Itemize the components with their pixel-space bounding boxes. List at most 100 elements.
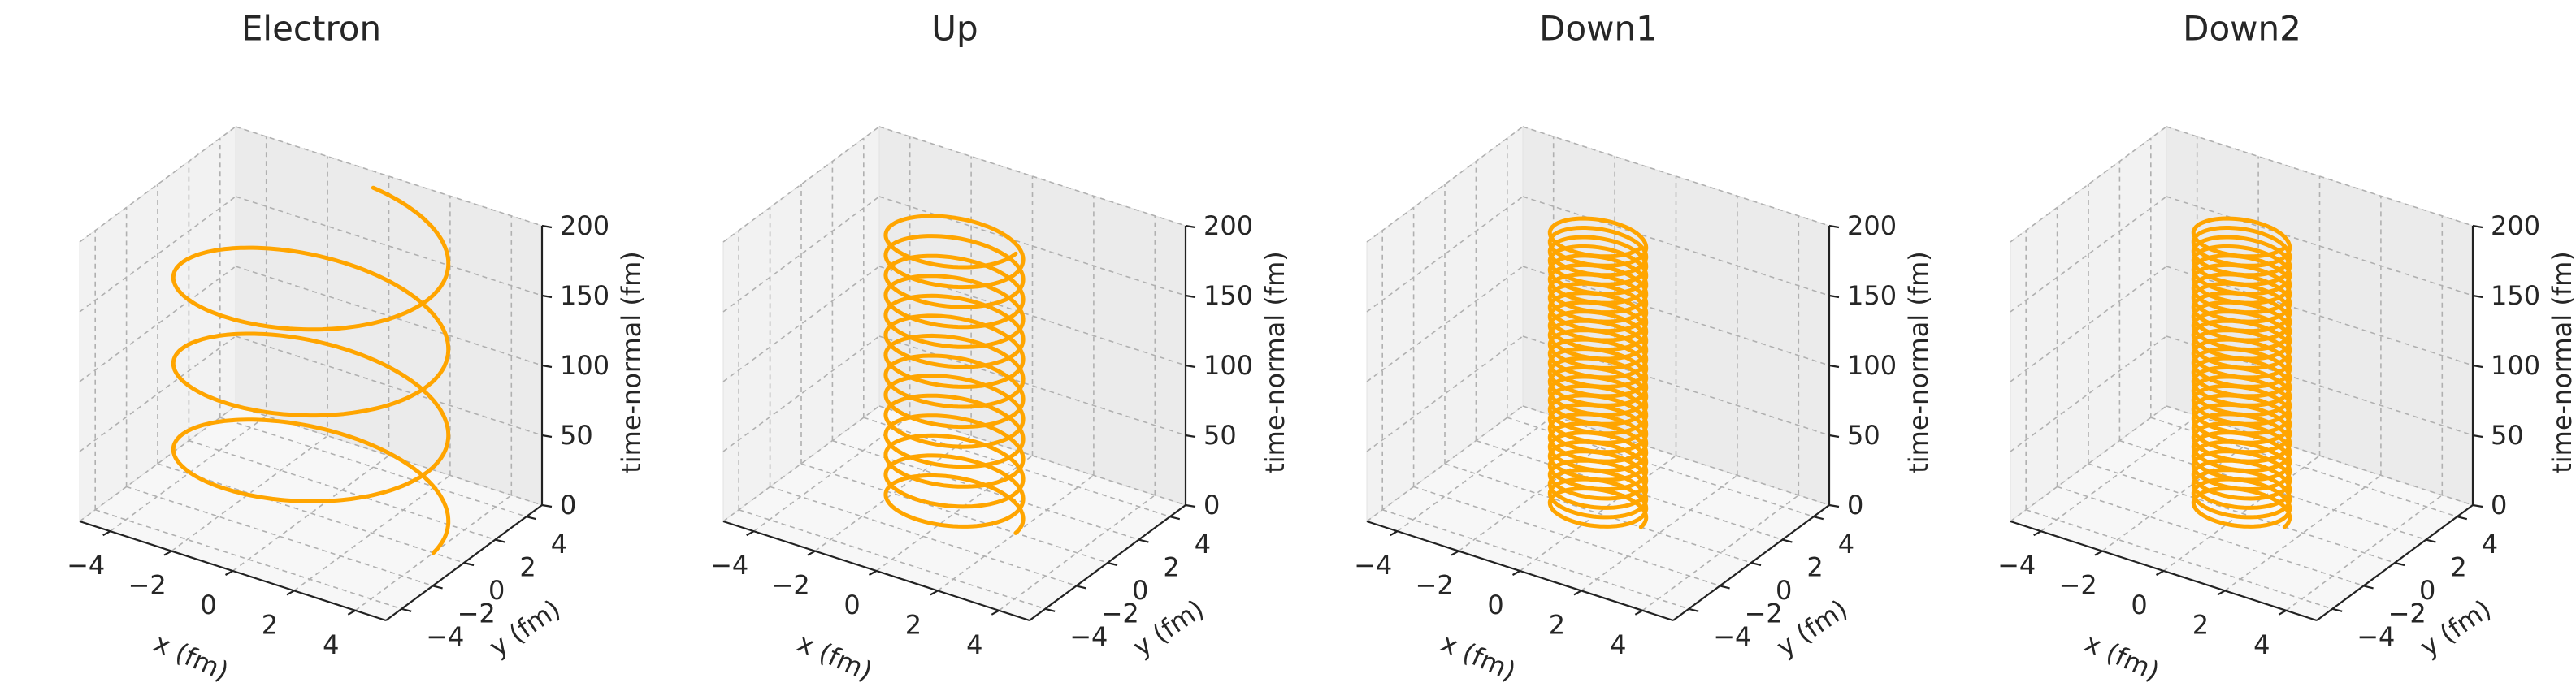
- gridline-y-floor: [94, 509, 402, 610]
- y-tick-label: −2: [458, 598, 496, 629]
- x-tick-mark: [2278, 609, 2287, 616]
- y-tick-label: −4: [1069, 621, 1108, 652]
- gridline-x-floor: [1641, 495, 1799, 611]
- z-tick-label: 50: [2491, 420, 2524, 451]
- z-tick-mark: [1828, 434, 1840, 439]
- y-tick-mark: [2331, 607, 2343, 612]
- x-tick-mark: [746, 530, 755, 537]
- gridline-x-floor: [1581, 474, 1738, 592]
- x-tick-label: −4: [710, 550, 748, 581]
- z-tick-label: 100: [1203, 350, 1253, 381]
- y-tick-label: 4: [1195, 529, 1211, 560]
- y-tick-mark: [1138, 538, 1149, 543]
- z-tick-label: 150: [2491, 280, 2540, 311]
- x-tick-label: 0: [2131, 590, 2147, 620]
- gridline-z-left: [1366, 335, 1524, 452]
- gridline-x-floor: [2224, 474, 2382, 592]
- z-tick-label: 0: [1847, 490, 1863, 521]
- z-tick-mark: [1828, 364, 1840, 369]
- y-tick-mark: [1688, 607, 1699, 612]
- y-tick-mark: [1750, 561, 1762, 567]
- gridline-x-floor: [2040, 415, 2198, 532]
- z-tick-mark: [2472, 224, 2483, 229]
- z-tick-label: 200: [2491, 210, 2540, 241]
- gridline-x-floor: [110, 415, 267, 532]
- z-tick-mark: [541, 294, 553, 299]
- y-tick-mark: [1813, 516, 1824, 521]
- gridline-x-floor: [1458, 434, 1615, 552]
- gridline-z-back: [235, 335, 543, 436]
- y-tick-mark: [2363, 585, 2374, 590]
- z-tick-mark: [1185, 224, 1196, 229]
- gridline-z-left: [1366, 266, 1524, 382]
- gridline-z-back: [2166, 196, 2474, 296]
- x-tick-label: 0: [843, 590, 860, 620]
- x-axis-label: x (fm): [1436, 627, 1520, 687]
- x-tick-label: −2: [2059, 570, 2097, 601]
- x-tick-label: −4: [1354, 550, 1392, 581]
- gridline-y-floor: [157, 463, 465, 564]
- x-tick-label: 2: [262, 609, 278, 640]
- y-tick-mark: [1044, 607, 1056, 612]
- x-tick-mark: [2155, 570, 2165, 576]
- gridline-y-floor: [2150, 417, 2458, 517]
- gridline-z-back: [878, 126, 1186, 227]
- z-tick-mark: [541, 434, 553, 439]
- z-tick-mark: [1828, 294, 1840, 299]
- gridline-y-floor: [1413, 486, 1720, 587]
- gridline-z-back: [878, 335, 1186, 436]
- gridline-y-floor: [219, 417, 527, 517]
- y-tick-label: 0: [2419, 575, 2435, 606]
- gridline-y-floor: [738, 509, 1046, 610]
- y-tick-label: 2: [519, 552, 536, 583]
- gridline-z-left: [722, 126, 880, 243]
- z-tick-mark: [541, 224, 553, 229]
- z-axis-label: time-normal (fm): [1260, 251, 1290, 473]
- gridline-x-floor: [2285, 495, 2443, 611]
- x-axis-label: x (fm): [149, 627, 233, 687]
- z-tick-mark: [1828, 224, 1840, 229]
- y-tick-label: 4: [1838, 529, 1854, 560]
- y-tick-label: 4: [2482, 529, 2498, 560]
- x-tick-mark: [163, 550, 172, 556]
- chart-title: Down2: [2183, 9, 2301, 49]
- y-tick-label: −4: [426, 621, 464, 652]
- x-tick-mark: [807, 550, 816, 556]
- gridline-y-floor: [1507, 417, 1815, 517]
- y-tick-mark: [2394, 561, 2405, 567]
- y-tick-mark: [463, 561, 475, 567]
- y-tick-mark: [432, 585, 443, 590]
- x-tick-label: 4: [1610, 629, 1626, 660]
- x-axis-label: x (fm): [792, 627, 877, 687]
- gridline-z-back: [2166, 126, 2474, 227]
- x-tick-label: −4: [67, 550, 105, 581]
- gridline-y-floor: [1444, 463, 1752, 564]
- chart-title: Down1: [1539, 9, 1658, 49]
- chart-title: Up: [931, 9, 978, 49]
- x-tick-label: −4: [1997, 550, 2036, 581]
- gridline-z-left: [722, 335, 880, 452]
- y-tick-label: −2: [1101, 598, 1139, 629]
- y-tick-mark: [1169, 516, 1181, 521]
- z-tick-mark: [541, 364, 553, 369]
- gridline-z-left: [79, 196, 236, 313]
- gridline-z-left: [2010, 126, 2167, 243]
- y-tick-mark: [1076, 585, 1086, 590]
- gridline-z-left: [79, 126, 236, 243]
- x-tick-mark: [991, 609, 1000, 616]
- y-tick-label: −4: [1713, 621, 1751, 652]
- x-axis-label: x (fm): [2079, 627, 2164, 687]
- gridline-z-left: [1366, 405, 1524, 522]
- gridline-x-floor: [937, 474, 1095, 592]
- gridline-z-back: [235, 266, 543, 366]
- z-tick-label: 200: [560, 210, 609, 241]
- x-tick-mark: [2033, 530, 2042, 537]
- y-tick-label: 2: [1806, 552, 1823, 583]
- z-tick-mark: [541, 503, 553, 508]
- z-tick-mark: [1185, 434, 1196, 439]
- x-tick-mark: [868, 570, 878, 576]
- y-tick-mark: [2457, 516, 2468, 521]
- y-tick-mark: [2426, 538, 2436, 543]
- gridline-y-floor: [2025, 509, 2333, 610]
